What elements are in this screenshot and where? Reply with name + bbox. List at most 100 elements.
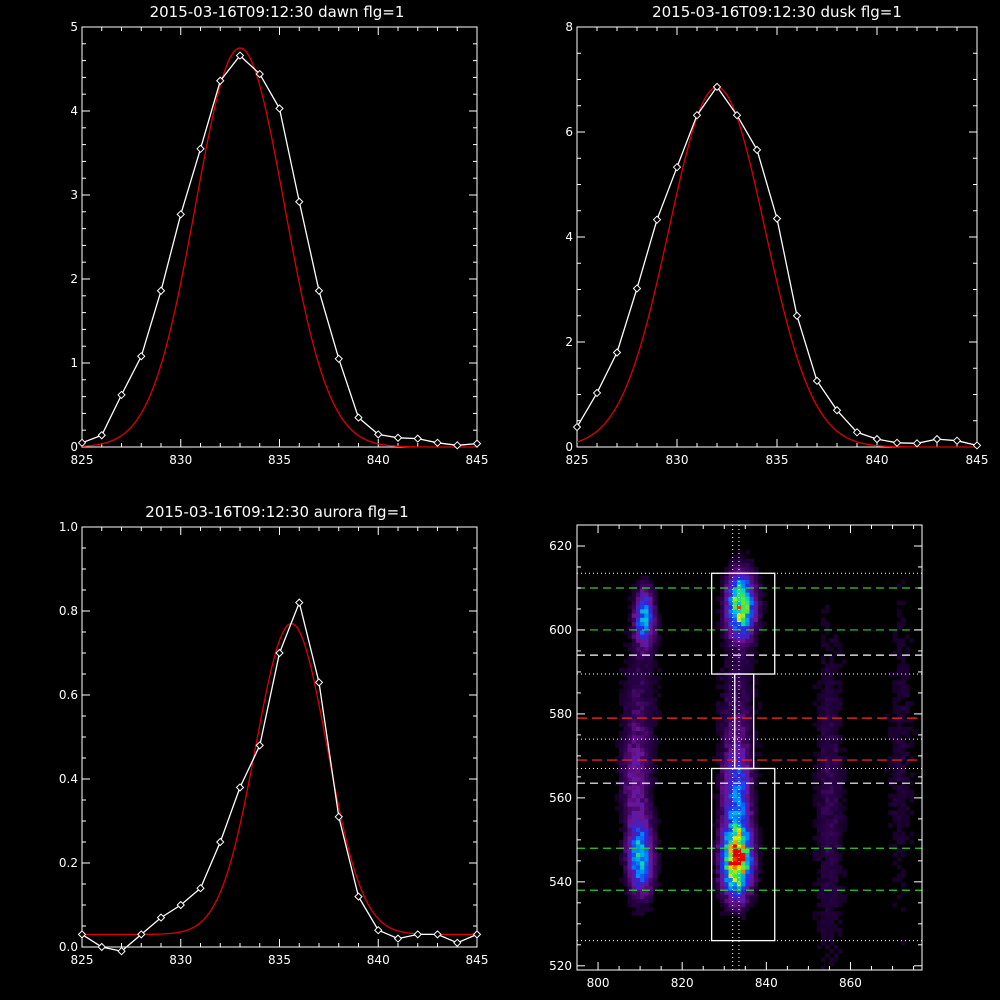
heatmap-pixel [640, 881, 645, 887]
heatmap-pixel [715, 621, 721, 627]
heatmap-pixel [816, 776, 822, 782]
heatmap-pixel [640, 671, 645, 677]
heatmap-pixel [652, 810, 658, 816]
heatmap-pixel [635, 806, 641, 811]
heatmap-pixel [644, 684, 649, 690]
heatmap-pixel [829, 856, 834, 862]
heatmap-pixel [656, 709, 662, 715]
heatmap-pixel [728, 575, 734, 580]
heatmap-pixel [644, 592, 649, 597]
heatmap-pixel [745, 634, 750, 639]
heatmap-pixel [619, 852, 624, 858]
heatmap-pixel [728, 722, 734, 727]
heatmap-pixel [901, 676, 906, 681]
data-point [572, 422, 582, 432]
heatmap-pixel [821, 860, 826, 866]
heatmap-pixel [623, 881, 628, 887]
heatmap-pixel [635, 802, 641, 807]
heatmap-pixel [892, 638, 898, 643]
heatmap-pixel [816, 919, 822, 925]
heatmap-pixel [652, 588, 658, 593]
heatmap-pixel [623, 709, 628, 715]
heatmap-pixel [825, 785, 830, 790]
heatmap-pixel [736, 642, 742, 648]
heatmap-pixel [909, 810, 914, 816]
heatmap-pixel [635, 596, 641, 601]
heatmap-pixel [614, 797, 620, 803]
heatmap-pixel [821, 865, 826, 870]
heatmap-pixel [741, 898, 746, 904]
heatmap-pixel [631, 688, 637, 694]
heatmap-pixel [635, 886, 641, 891]
heatmap-pixel [728, 663, 734, 669]
data-point [712, 82, 722, 92]
heatmap-pixel [724, 617, 729, 622]
heatmap-pixel [837, 919, 843, 925]
heatmap-pixel [644, 575, 649, 580]
heatmap-pixel [837, 856, 843, 862]
heatmap-pixel [732, 630, 738, 635]
heatmap-pixel [825, 734, 830, 740]
heatmap-pixel [728, 718, 734, 723]
heatmap-pixel [732, 835, 738, 841]
heatmap-pixel [648, 604, 654, 610]
heatmap-pixel [631, 806, 637, 811]
heatmap-pixel [631, 718, 637, 723]
heatmap-pixel [640, 604, 645, 610]
heatmap-pixel [812, 881, 818, 887]
heatmap-pixel [644, 734, 649, 740]
heatmap-pixel [635, 827, 641, 832]
heatmap-pixel [892, 688, 898, 694]
heatmap-pixel [757, 848, 763, 853]
heatmap-pixel [833, 928, 839, 933]
heatmap-pixel [741, 655, 746, 660]
heatmap-pixel [825, 823, 830, 828]
heatmap-pixel [749, 835, 755, 841]
heatmap-pixel [736, 630, 742, 635]
heatmap-pixel [749, 797, 755, 803]
heatmap-pixel [648, 650, 654, 656]
heatmap-pixel [753, 692, 759, 698]
heatmap-pixel [623, 823, 628, 828]
heatmap-pixel [720, 810, 725, 816]
heatmap-pixel [896, 760, 902, 765]
heatmap-pixel [745, 852, 750, 858]
heatmap-pixel [749, 814, 755, 820]
heatmap-pixel [741, 793, 746, 799]
heatmap-pixel [648, 709, 654, 715]
heatmap-pixel [816, 844, 822, 849]
heatmap-pixel [627, 730, 633, 736]
heatmap-pixel [741, 839, 746, 845]
heatmap-pixel [741, 554, 746, 559]
heatmap-pixel [821, 713, 826, 719]
heatmap-pixel [749, 827, 755, 832]
y-tick-label: 0.2 [59, 856, 78, 870]
y-tick-label: 3 [70, 188, 78, 202]
heatmap-pixel [732, 613, 738, 618]
heatmap-pixel [901, 810, 906, 816]
heatmap-pixel [720, 734, 725, 740]
heatmap-pixel [623, 865, 628, 870]
heatmap-pixel [901, 802, 906, 807]
heatmap-pixel [829, 663, 834, 669]
heatmap-pixel [724, 839, 729, 845]
heatmap-pixel [728, 907, 734, 912]
heatmap-pixel [901, 806, 906, 811]
heatmap-pixel [741, 600, 746, 606]
heatmap-pixel [644, 630, 649, 635]
heatmap-pixel [724, 865, 729, 870]
heatmap-pixel [623, 806, 628, 811]
data-point [952, 436, 962, 445]
heatmap-pixel [757, 869, 763, 874]
heatmap-pixel [736, 789, 742, 795]
heatmap-pixel [648, 810, 654, 816]
y-tick-label: 520 [549, 959, 572, 973]
heatmap-pixel [724, 688, 729, 694]
heatmap-pixel [728, 886, 734, 891]
heatmap-pixel [829, 705, 834, 711]
heatmap-pixel [892, 776, 898, 782]
heatmap-pixel [753, 613, 759, 618]
heatmap-pixel [623, 785, 628, 790]
heatmap-pixel [842, 898, 847, 904]
heatmap-pixel [829, 659, 834, 664]
